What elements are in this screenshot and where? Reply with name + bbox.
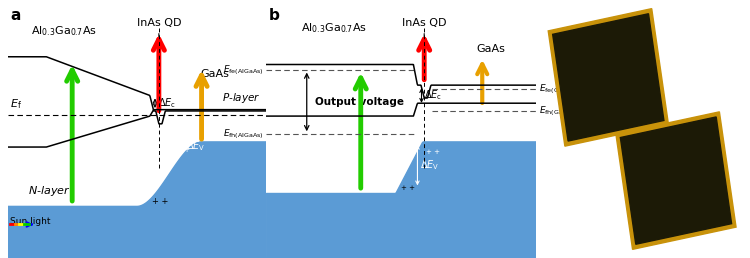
Text: Output voltage: Output voltage <box>315 97 404 107</box>
Text: + +: + + <box>152 197 169 206</box>
Polygon shape <box>548 9 668 146</box>
Text: $E_{\rm f}$: $E_{\rm f}$ <box>10 97 22 111</box>
Polygon shape <box>616 112 736 249</box>
Text: $E_{\rm fe(AlGaAs)}$: $E_{\rm fe(AlGaAs)}$ <box>223 63 263 77</box>
Text: $\Delta E_{\rm c}$: $\Delta E_{\rm c}$ <box>424 88 442 102</box>
Text: $N$-layer: $N$-layer <box>28 183 71 198</box>
Text: $\Delta E_{\rm c}$: $\Delta E_{\rm c}$ <box>158 96 176 110</box>
Text: GaAs: GaAs <box>476 44 505 54</box>
Text: Al$_{0.3}$Ga$_{0.7}$As: Al$_{0.3}$Ga$_{0.7}$As <box>301 21 367 35</box>
Polygon shape <box>553 14 664 141</box>
Text: $\Delta E_{\rm V}$: $\Delta E_{\rm V}$ <box>186 139 206 153</box>
Text: + +: + + <box>176 147 190 153</box>
Text: $E_{\rm fh(GaAs)}$: $E_{\rm fh(GaAs)}$ <box>539 104 574 118</box>
Text: a: a <box>10 8 20 23</box>
Polygon shape <box>266 142 536 258</box>
Text: b: b <box>269 8 280 23</box>
Text: GaAs: GaAs <box>200 69 229 79</box>
Text: $E_{\rm fe(GaAs)}$: $E_{\rm fe(GaAs)}$ <box>539 82 574 96</box>
Text: $E_{\rm fh(AlGaAs)}$: $E_{\rm fh(AlGaAs)}$ <box>223 127 263 141</box>
Text: $P$-layer: $P$-layer <box>222 91 261 105</box>
Text: Sun light: Sun light <box>10 217 50 226</box>
Text: InAs QD: InAs QD <box>402 18 446 47</box>
Text: + +: + + <box>425 149 439 155</box>
Text: $\Delta E_{\rm V}$: $\Delta E_{\rm V}$ <box>420 158 440 172</box>
Text: + +: + + <box>401 185 416 191</box>
Text: InAs QD: InAs QD <box>136 18 181 47</box>
Polygon shape <box>620 117 731 244</box>
Text: Al$_{0.3}$Ga$_{0.7}$As: Al$_{0.3}$Ga$_{0.7}$As <box>32 24 98 38</box>
Polygon shape <box>8 142 266 258</box>
